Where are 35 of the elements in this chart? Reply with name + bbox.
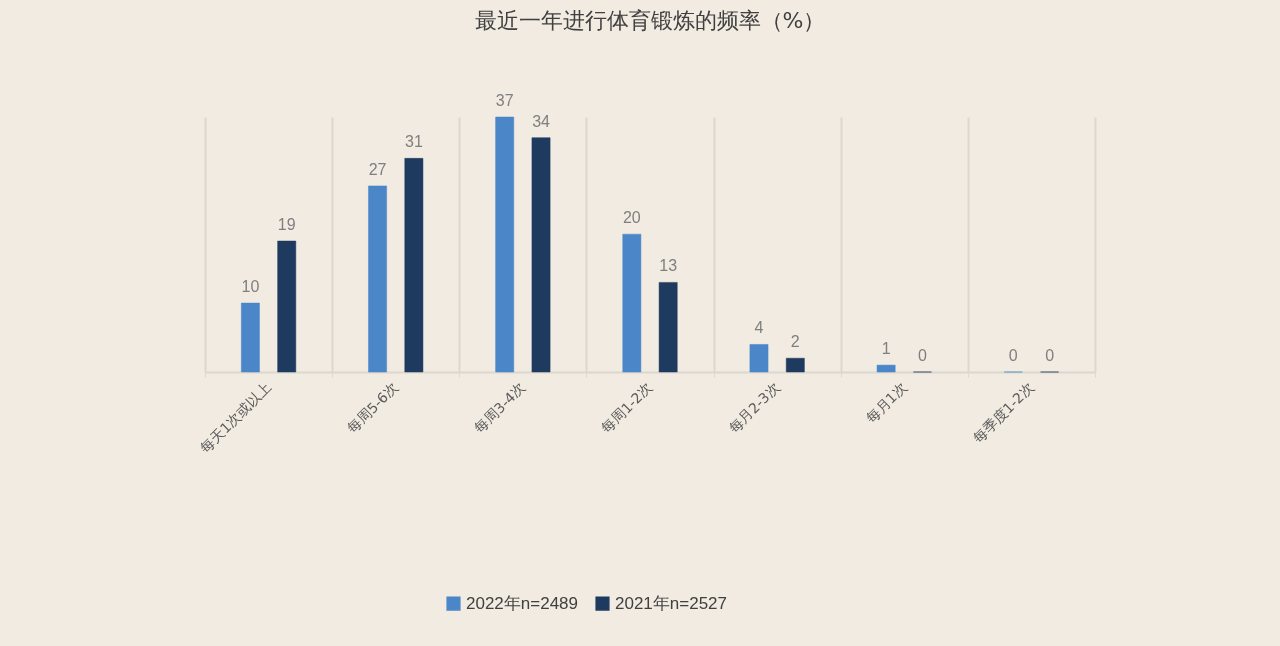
x-tick-label: 每天1次或以上 xyxy=(197,379,275,457)
bar xyxy=(531,137,551,373)
data-label: 13 xyxy=(659,257,678,275)
x-tick-label: 每周3-4次 xyxy=(471,379,529,437)
bar xyxy=(785,357,805,373)
data-label: 19 xyxy=(277,216,296,234)
data-label: 20 xyxy=(622,209,641,227)
data-label: 31 xyxy=(404,133,423,151)
bar xyxy=(495,116,515,373)
bar xyxy=(277,240,297,373)
bar xyxy=(658,282,678,373)
legend-label: 2022年n=2489 xyxy=(466,593,579,613)
x-tick-label: 每月1次 xyxy=(862,379,910,427)
data-label: 0 xyxy=(1008,347,1018,364)
data-label: 0 xyxy=(1045,347,1055,364)
x-tick-label: 每季度1-2次 xyxy=(969,379,1037,447)
data-label: 0 xyxy=(918,347,927,364)
data-label: 2 xyxy=(790,333,800,351)
data-label: 34 xyxy=(532,112,551,130)
legend-label: 2021年n=2527 xyxy=(615,593,728,613)
bar xyxy=(876,364,896,373)
data-label: 37 xyxy=(495,92,514,109)
data-label: 1 xyxy=(881,340,891,358)
bar xyxy=(241,302,260,373)
data-label: 27 xyxy=(368,160,387,178)
data-label: 4 xyxy=(754,319,764,337)
x-tick-label: 每月2-3次 xyxy=(725,379,783,437)
bar xyxy=(622,233,642,373)
x-tick-label: 每周5-6次 xyxy=(343,379,402,437)
data-label: 10 xyxy=(241,278,260,296)
x-tick-label: 每周1-2次 xyxy=(598,379,656,437)
bar xyxy=(404,158,424,373)
bar xyxy=(749,344,769,373)
chart-title: 最近一年进行体育锻炼的频率（%） xyxy=(474,8,826,33)
bar xyxy=(368,185,387,373)
